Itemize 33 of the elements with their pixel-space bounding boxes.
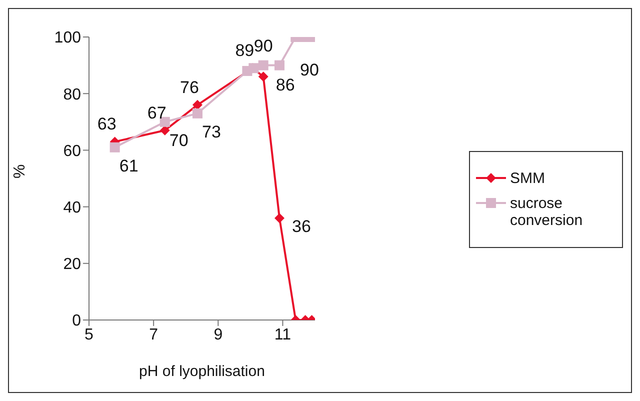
- y-axis-title: %: [12, 164, 29, 178]
- point: [192, 108, 202, 118]
- x-tick-label: 7: [149, 326, 158, 344]
- data-label: 70: [169, 130, 188, 150]
- point: [160, 125, 170, 136]
- data-label: 90: [254, 36, 273, 56]
- point: [110, 142, 120, 152]
- y-tick-label: 40: [63, 199, 82, 216]
- data-label: 89: [235, 41, 254, 60]
- data-label: 67: [147, 103, 166, 122]
- y-tick-label: 60: [63, 142, 82, 160]
- data-label: 76: [180, 78, 199, 97]
- x-axis-title: pH of lyophilisation: [139, 363, 265, 380]
- y-tick-label: 20: [63, 256, 82, 274]
- data-label: 90: [300, 60, 319, 80]
- data-label: 73: [202, 122, 221, 142]
- point: [258, 72, 268, 82]
- point: [274, 60, 284, 70]
- data-label: 36: [292, 217, 311, 236]
- x-tick-label: 11: [274, 326, 292, 344]
- y-tick-label: 80: [63, 86, 82, 104]
- x-tick-label: 9: [214, 326, 223, 344]
- data-label: 86: [276, 76, 295, 95]
- y-tick-label: 100: [54, 30, 82, 47]
- x-tick-label: 5: [84, 326, 94, 344]
- point: [258, 60, 268, 70]
- legend-label: SMM: [510, 170, 545, 187]
- point: [274, 213, 284, 224]
- data-label: 61: [119, 156, 138, 176]
- point: [192, 100, 202, 110]
- data-label: 63: [97, 114, 116, 134]
- legend-label: sucrose conversion: [510, 195, 584, 229]
- y-tick-label: 0: [72, 312, 82, 330]
